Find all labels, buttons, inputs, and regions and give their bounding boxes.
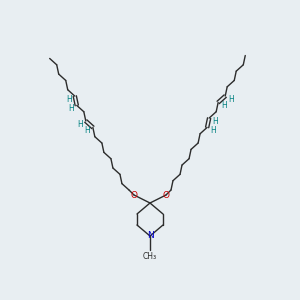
Text: O: O: [163, 190, 170, 200]
Text: H: H: [77, 120, 82, 129]
Text: CH₃: CH₃: [143, 252, 157, 261]
Text: O: O: [130, 190, 137, 200]
Text: H: H: [210, 126, 216, 135]
Text: H: H: [68, 104, 74, 113]
Text: H: H: [66, 95, 72, 104]
Text: H: H: [221, 101, 227, 110]
Text: H: H: [84, 126, 90, 135]
Text: N: N: [147, 232, 153, 241]
Text: H: H: [228, 95, 234, 104]
Text: H: H: [212, 117, 218, 126]
